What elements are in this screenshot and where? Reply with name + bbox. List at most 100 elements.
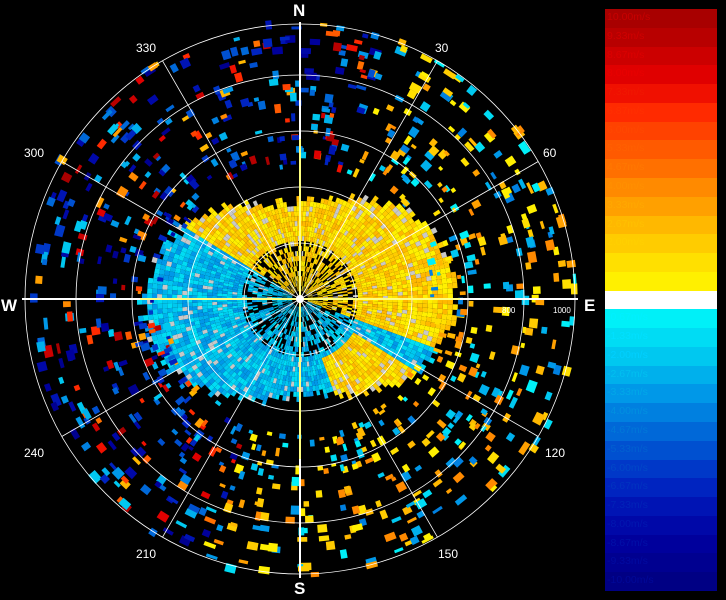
velocity-bin: [224, 316, 230, 321]
velocity-bin: [338, 278, 344, 282]
velocity-bin: [427, 307, 433, 313]
velocity-bin: [304, 276, 307, 282]
velocity-bin: [483, 109, 495, 121]
velocity-bin: [445, 319, 452, 326]
velocity-bin: [458, 364, 468, 373]
velocity-bin: [322, 203, 327, 210]
velocity-bin: [288, 308, 292, 313]
velocity-bin: [288, 273, 292, 278]
velocity-bin: [393, 223, 400, 230]
legend-label: -9.33m/s: [607, 555, 648, 568]
velocity-bin: [226, 257, 233, 263]
velocity-bin: [152, 309, 158, 315]
velocity-bin: [302, 256, 305, 262]
velocity-bin: [237, 227, 244, 234]
velocity-bin: [337, 319, 343, 323]
velocity-bin: [362, 33, 369, 39]
velocity-bin: [358, 273, 364, 278]
velocity-bin: [268, 78, 279, 87]
velocity-bin: [165, 104, 175, 113]
velocity-bin: [310, 280, 315, 285]
velocity-bin: [372, 267, 378, 273]
velocity-bin: [292, 271, 295, 277]
velocity-bin: [254, 387, 261, 394]
velocity-bin: [403, 341, 410, 347]
velocity-bin: [306, 290, 311, 295]
velocity-bin: [50, 401, 60, 412]
velocity-bin: [293, 241, 297, 247]
velocity-bin: [269, 377, 275, 383]
velocity-bin: [434, 248, 441, 255]
velocity-bin: [232, 294, 238, 297]
velocity-bin: [362, 269, 368, 274]
velocity-bin: [382, 226, 389, 233]
velocity-bin: [378, 345, 385, 351]
velocity-bin: [228, 264, 235, 270]
velocity-bin: [262, 296, 268, 298]
velocity-bin: [310, 221, 314, 228]
velocity-bin: [209, 317, 215, 322]
velocity-bin: [315, 288, 321, 292]
velocity-bin: [277, 261, 281, 267]
velocity-bin: [396, 220, 404, 227]
velocity-bin: [398, 532, 409, 542]
velocity-bin: [328, 386, 334, 393]
velocity-bin: [396, 262, 403, 268]
velocity-bin: [353, 39, 363, 45]
velocity-bin: [191, 380, 199, 388]
velocity-bin: [234, 245, 241, 251]
velocity-bin: [566, 259, 576, 268]
velocity-bin: [520, 342, 526, 349]
velocity-bin: [265, 364, 271, 371]
velocity-bin: [301, 346, 304, 352]
velocity-bin: [346, 383, 352, 390]
velocity-bin: [422, 285, 428, 291]
velocity-bin: [204, 272, 211, 277]
velocity-bin: [354, 316, 360, 321]
velocity-bin: [274, 287, 279, 291]
velocity-bin: [422, 294, 428, 299]
velocity-bin: [293, 211, 298, 217]
velocity-bin: [417, 234, 424, 241]
velocity-bin: [418, 263, 425, 270]
velocity-bin: [332, 303, 338, 306]
velocity-bin: [547, 361, 557, 369]
velocity-bin: [279, 136, 285, 142]
velocity-bin: [357, 388, 364, 395]
velocity-bin: [317, 295, 323, 297]
velocity-bin: [398, 253, 405, 259]
velocity-bin: [301, 261, 303, 267]
velocity-bin: [371, 255, 378, 260]
velocity-bin: [284, 365, 289, 371]
velocity-bin: [256, 221, 261, 228]
velocity-bin: [267, 249, 272, 256]
velocity-bin: [334, 367, 339, 374]
velocity-bin: [375, 232, 382, 239]
velocity-bin: [304, 288, 308, 293]
velocity-bin: [400, 166, 409, 176]
velocity-bin: [532, 411, 546, 426]
velocity-bin: [232, 257, 239, 263]
velocity-bin: [155, 263, 162, 270]
velocity-bin: [347, 197, 354, 204]
velocity-bin: [227, 267, 234, 272]
velocity-bin: [480, 246, 486, 256]
velocity-bin: [269, 387, 275, 394]
velocity-bin: [339, 279, 345, 283]
velocity-bin: [343, 266, 350, 271]
velocity-bin: [360, 74, 368, 80]
velocity-bin: [366, 267, 373, 272]
velocity-bin: [258, 335, 264, 341]
velocity-bin: [242, 211, 249, 218]
velocity-bin: [187, 347, 194, 353]
velocity-bin: [365, 560, 378, 570]
velocity-bin: [409, 322, 416, 328]
velocity-bin: [343, 256, 349, 262]
velocity-bin: [289, 241, 293, 247]
velocity-bin: [356, 427, 366, 438]
velocity-bin: [235, 318, 241, 323]
velocity-bin: [168, 275, 174, 282]
velocity-bin: [273, 306, 279, 309]
velocity-bin: [279, 337, 283, 343]
velocity-bin: [356, 241, 362, 247]
